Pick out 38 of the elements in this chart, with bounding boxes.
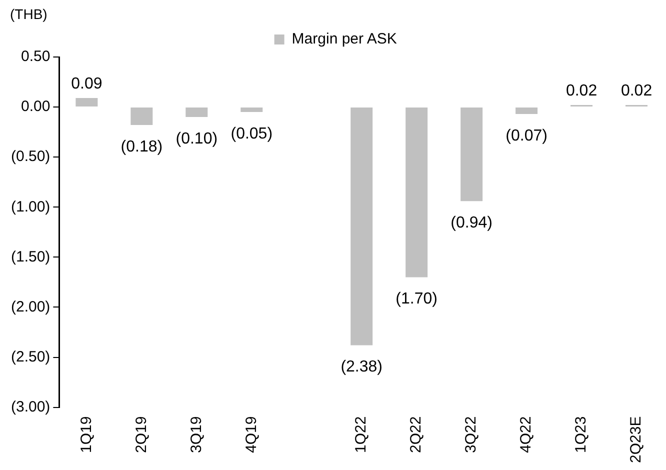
- x-tick-label: 3Q19: [188, 416, 205, 454]
- y-tick-label: (3.00): [10, 398, 50, 416]
- data-label: (0.10): [176, 130, 218, 148]
- y-tick-label: (2.00): [10, 298, 50, 316]
- y-axis-title: (THB): [10, 6, 48, 22]
- y-tick-label: (2.50): [10, 348, 50, 366]
- y-tick-label: (1.50): [10, 248, 50, 266]
- data-label: (0.94): [450, 214, 492, 232]
- x-tick-label: 2Q19: [132, 416, 150, 454]
- data-label: 0.02: [566, 82, 598, 100]
- data-label: 0.02: [620, 82, 652, 100]
- y-tick-label: (1.00): [10, 198, 50, 216]
- bar: [350, 108, 373, 346]
- x-tick-label: 3Q22: [462, 416, 480, 454]
- x-tick-label: 2Q23E: [628, 416, 645, 464]
- y-tick-label: 0.00: [20, 98, 50, 116]
- data-label: 0.09: [71, 75, 102, 92]
- bar: [460, 108, 483, 202]
- x-tick-label: 4Q22: [518, 416, 535, 454]
- data-label: (0.07): [506, 127, 548, 144]
- data-label: (0.05): [230, 125, 273, 142]
- legend-label: Margin per ASK: [292, 30, 397, 48]
- x-tick-label: 1Q23: [572, 416, 590, 454]
- x-tick-label: 4Q19: [242, 416, 260, 454]
- bar: [240, 108, 263, 112]
- y-tick-label: 0.50: [20, 48, 50, 66]
- bar: [186, 108, 208, 118]
- data-label: (0.18): [120, 138, 163, 156]
- x-tick-label: 1Q19: [78, 416, 95, 454]
- bar: [130, 108, 153, 126]
- bar: [516, 108, 538, 114]
- x-tick-label: 2Q22: [408, 416, 425, 454]
- data-label: (1.70): [396, 290, 438, 308]
- bar: [406, 108, 428, 278]
- data-label: (2.38): [340, 358, 382, 376]
- bar: [76, 98, 98, 107]
- x-tick-label: 1Q22: [352, 416, 370, 454]
- y-tick-label: (0.50): [10, 148, 50, 166]
